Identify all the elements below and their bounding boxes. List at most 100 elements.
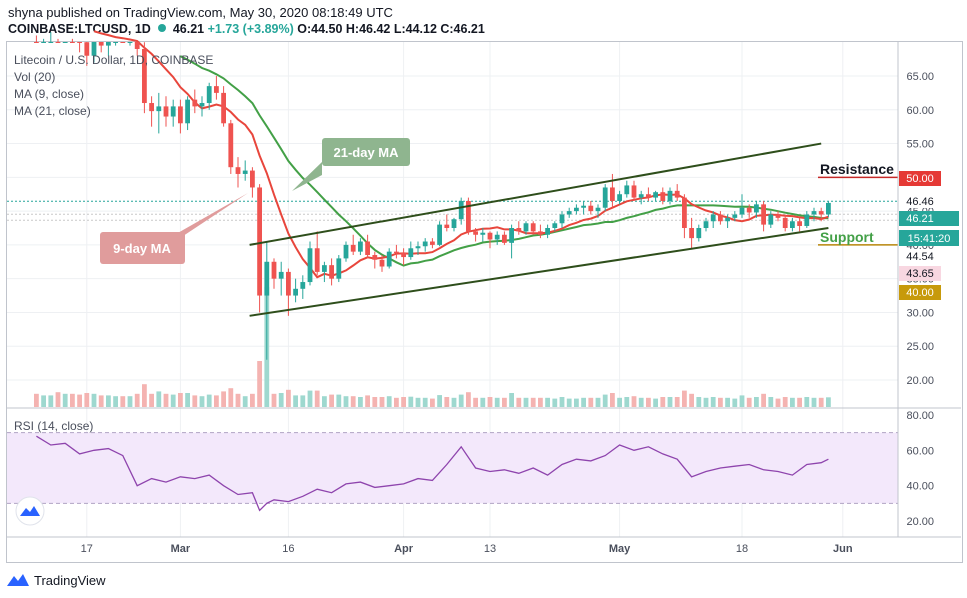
candle-body (336, 258, 342, 279)
price-tick-label: 55.00 (906, 139, 934, 151)
candle-body (394, 251, 399, 253)
candle-body (358, 241, 363, 252)
price-tag-resistance: 50.00 (899, 171, 941, 186)
candle-body (401, 252, 406, 258)
candle-body (372, 255, 378, 260)
volume-bar (761, 393, 766, 407)
candle-body (674, 190, 680, 198)
candle-body (365, 241, 370, 256)
candle-body (199, 103, 205, 107)
rsi-legend: RSI (14, close) (14, 419, 93, 433)
candle-body (667, 190, 673, 201)
candle-body (70, 42, 75, 43)
volume-bar (718, 397, 723, 407)
candle-body (761, 204, 766, 225)
volume-bar (408, 396, 414, 407)
candle-body (62, 42, 68, 43)
ma21-callout-text: 21-day MA (333, 145, 399, 160)
volume-bar (487, 397, 493, 407)
time-tick-label: Jun (833, 543, 853, 555)
volume-bar (250, 393, 255, 407)
candle-body (300, 282, 306, 289)
volume-bar (703, 397, 709, 407)
volume-bar (206, 394, 212, 407)
volume-bar (221, 391, 226, 407)
rsi-tick-label: 40.00 (906, 481, 934, 493)
ma9-callout-text: 9-day MA (113, 241, 171, 256)
candle-body (610, 187, 615, 201)
volume-bar (624, 397, 630, 407)
volume-bar (314, 390, 320, 407)
candle-body (142, 48, 147, 104)
candle-body (55, 42, 61, 43)
candle-body (494, 234, 500, 240)
candle-body (221, 92, 226, 124)
candle-body (530, 223, 536, 232)
channel-line-lower (249, 227, 829, 317)
volume-bar (451, 397, 457, 407)
candle-body (739, 207, 745, 215)
candle-body (178, 106, 183, 124)
volume-bar (242, 396, 248, 407)
candle-body (602, 187, 608, 208)
volume-bar (41, 395, 46, 407)
candle-body (322, 265, 327, 272)
rsi-line (36, 435, 829, 512)
volume-bar (509, 393, 514, 407)
candle-body (595, 207, 601, 212)
volume-bar (790, 397, 795, 407)
volume-bar (142, 384, 147, 407)
candle-body (509, 228, 514, 243)
candle-body (34, 42, 39, 43)
volume-bar (257, 361, 262, 407)
time-tick-label: 17 (81, 543, 93, 555)
candle-body (113, 42, 118, 43)
tradingview-brand[interactable]: TradingView (6, 571, 106, 589)
volume-bar (602, 394, 608, 407)
volume-bar (710, 397, 716, 407)
volume-bar (48, 395, 54, 407)
volume-bar (818, 397, 824, 407)
candle-body (487, 232, 493, 240)
volume-bar (192, 395, 198, 407)
volume-bar (502, 397, 507, 407)
volume-bar (754, 397, 759, 407)
candle-body (574, 207, 579, 212)
candle-body (466, 200, 471, 232)
candle-body (768, 214, 774, 225)
candle-body (480, 232, 486, 235)
moving-averages (93, 30, 829, 279)
legend-volume: Vol (20) (14, 70, 55, 84)
chart-frame[interactable] (6, 41, 963, 563)
rsi-tick-label: 60.00 (906, 445, 934, 457)
candle-body (538, 231, 543, 235)
volume-bar (494, 397, 500, 407)
ma9-line (93, 30, 829, 279)
brand-name: TradingView (34, 572, 106, 588)
candle-body (314, 248, 320, 272)
candle-body (826, 202, 831, 215)
volume-bar (55, 392, 61, 407)
volume-bar (84, 393, 90, 407)
candle-body (725, 217, 730, 222)
volume-bar (530, 397, 536, 407)
volume-bar (523, 397, 529, 407)
volume-bar (365, 395, 370, 407)
candle-body (703, 221, 709, 228)
candle-body (732, 214, 738, 218)
volume-bar (804, 397, 810, 407)
volume-bar (336, 394, 342, 407)
volume-bar (552, 398, 558, 407)
volume-bar (473, 397, 478, 407)
candle-body (689, 228, 694, 239)
price-change: +1.73 (+3.89%) (207, 22, 294, 36)
volume-bar (70, 393, 75, 407)
volume-bar (746, 397, 752, 407)
support-label: Support (820, 229, 874, 245)
candle-body (120, 42, 126, 43)
volume-bar (566, 398, 572, 407)
volume-bar (358, 397, 363, 407)
svg-text:50.00: 50.00 (906, 173, 934, 185)
candle-body (782, 217, 788, 228)
